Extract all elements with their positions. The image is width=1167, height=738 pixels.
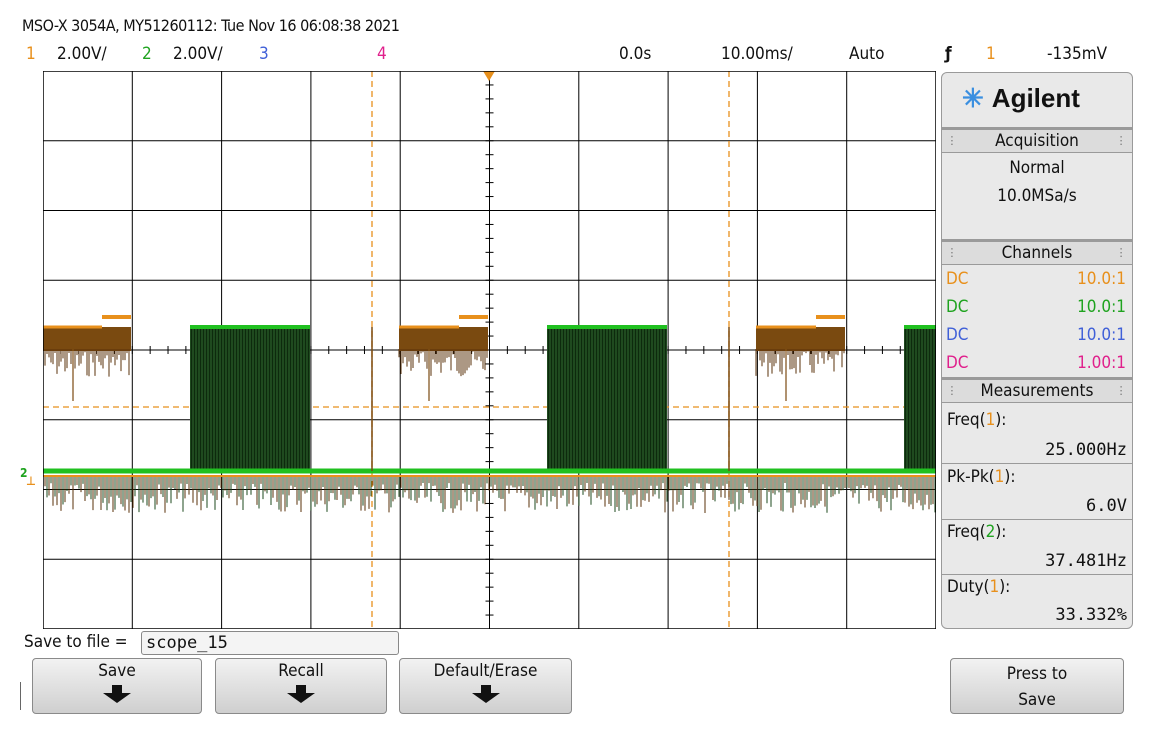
- down-arrow-icon: [103, 685, 131, 703]
- measurement-label[interactable]: Duty(1):: [947, 577, 1011, 597]
- divider: [941, 463, 1133, 464]
- acquisition-mode: Normal: [1009, 158, 1065, 178]
- acquisition-header[interactable]: ⋮ Acquisition ⋮: [941, 129, 1133, 153]
- agilent-spark-icon: ✳: [962, 83, 984, 113]
- time-offset[interactable]: 0.0s: [619, 44, 652, 64]
- measurement-value: 6.0V: [1086, 496, 1127, 516]
- ch1-number[interactable]: 1: [26, 44, 36, 64]
- waveform-display[interactable]: [43, 71, 936, 629]
- grip-dots-icon: ⋮: [1116, 246, 1127, 259]
- divider: [941, 519, 1133, 520]
- ch3-number[interactable]: 3: [259, 44, 269, 64]
- window-title: MSO-X 3054A, MY51260112: Tue Nov 16 06:0…: [22, 16, 400, 35]
- press-to-save-softkey[interactable]: Press to Save: [950, 658, 1124, 714]
- ch1-ground-marker[interactable]: ⊥: [26, 474, 36, 488]
- trigger-mode[interactable]: Auto: [849, 44, 885, 64]
- channel-row[interactable]: DC 10.0:1: [946, 297, 1126, 317]
- default-erase-softkey[interactable]: Default/Erase: [399, 658, 572, 714]
- channel-row[interactable]: DC 10.0:1: [946, 269, 1126, 289]
- divider: [20, 682, 21, 710]
- sample-rate: 10.0MSa/s: [997, 186, 1077, 206]
- grip-dots-icon: ⋮: [947, 384, 958, 397]
- measurement-value: 37.481Hz: [1045, 551, 1127, 571]
- ch2-scale[interactable]: 2.00V/: [173, 44, 223, 64]
- channel-row[interactable]: DC 10.0:1: [946, 325, 1126, 345]
- measurement-value: 33.332%: [1055, 605, 1127, 625]
- measurements-section: [941, 378, 1133, 629]
- ch2-number[interactable]: 2: [142, 44, 152, 64]
- recall-softkey[interactable]: Recall: [215, 658, 387, 714]
- brand-name: Agilent: [991, 83, 1080, 113]
- grip-dots-icon: ⋮: [1116, 134, 1127, 147]
- trigger-level[interactable]: -135mV: [1047, 44, 1108, 64]
- falling-edge-icon: ƒ: [945, 44, 952, 64]
- measurement-value: 25.000Hz: [1045, 440, 1127, 460]
- down-arrow-icon: [287, 685, 315, 703]
- measurements-header[interactable]: ⋮ Measurements ⋮: [941, 379, 1133, 403]
- channels-header[interactable]: ⋮ Channels ⋮: [941, 241, 1133, 265]
- trigger-source[interactable]: 1: [986, 44, 996, 64]
- save-softkey[interactable]: Save: [32, 658, 202, 714]
- channels-title: Channels: [1001, 243, 1073, 263]
- channel-row[interactable]: DC 1.00:1: [946, 353, 1126, 373]
- grip-dots-icon: ⋮: [947, 134, 958, 147]
- save-to-file-label: Save to file =: [24, 632, 128, 652]
- divider: [941, 574, 1133, 575]
- trigger-position-marker: [483, 71, 495, 81]
- filename-field[interactable]: scope_15: [141, 631, 399, 655]
- grip-dots-icon: ⋮: [1116, 384, 1127, 397]
- agilent-logo: ✳ Agilent: [941, 72, 1133, 128]
- ch4-number[interactable]: 4: [377, 44, 387, 64]
- measurement-label[interactable]: Freq(1):: [947, 410, 1007, 430]
- acquisition-title: Acquisition: [995, 131, 1079, 151]
- grip-dots-icon: ⋮: [947, 246, 958, 259]
- down-arrow-icon: [471, 685, 500, 703]
- time-scale[interactable]: 10.00ms/: [721, 44, 793, 64]
- ch2-ground-marker[interactable]: 2: [20, 466, 28, 480]
- measurements-title: Measurements: [980, 381, 1094, 401]
- measurement-label[interactable]: Pk-Pk(1):: [947, 467, 1016, 487]
- measurement-label[interactable]: Freq(2):: [947, 522, 1007, 542]
- ch1-scale[interactable]: 2.00V/: [57, 44, 107, 64]
